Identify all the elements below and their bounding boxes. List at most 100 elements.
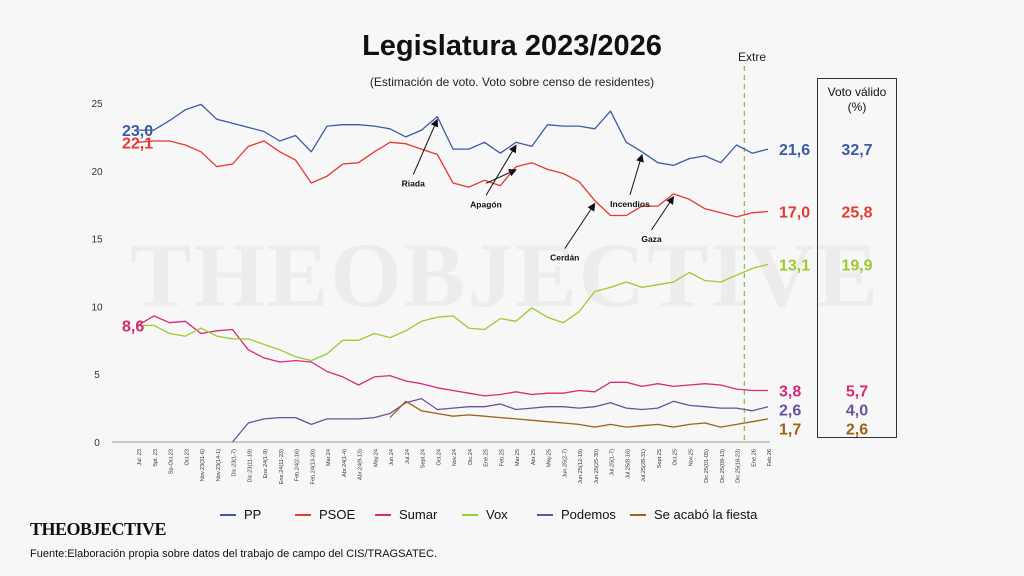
legend-item-psoe: PSOE bbox=[295, 507, 355, 522]
y-tick-label: 0 bbox=[94, 438, 100, 449]
series-line-psoe bbox=[137, 140, 769, 218]
legend-swatch bbox=[537, 513, 553, 516]
start-label-vox: 8,6 bbox=[122, 318, 144, 335]
end-label-podemos: 2,6 bbox=[779, 402, 801, 419]
valid-vote-value-vox: 19,9 bbox=[841, 257, 872, 274]
legend-label: PSOE bbox=[319, 507, 356, 522]
x-tick-label: Feb.24(13-20) bbox=[310, 449, 316, 485]
y-tick-label: 25 bbox=[91, 99, 103, 110]
annotation-label-apagon: Apagón bbox=[470, 199, 502, 209]
end-label-pp: 21,6 bbox=[779, 142, 810, 159]
valid-vote-title-line2: (%) bbox=[847, 100, 867, 114]
annotation-label-riada: Riada bbox=[402, 179, 425, 189]
annotation-label-gaza: Gaza bbox=[641, 234, 662, 244]
x-tick-label: May.24 bbox=[373, 449, 379, 467]
logo: THEOBJECTIVE bbox=[30, 519, 167, 539]
series-line-podemos bbox=[232, 397, 769, 443]
x-tick-label: Ene.24(11-23) bbox=[279, 449, 285, 484]
valid-vote-value-podemos: 4,0 bbox=[846, 402, 868, 419]
series-line-se-acabo-la-fiesta bbox=[389, 400, 769, 428]
y-tick-label: 10 bbox=[91, 302, 103, 313]
end-label-se-acabo-la-fiesta: 1,7 bbox=[779, 421, 801, 438]
annotation-arrow-cerdan bbox=[564, 202, 596, 249]
annotation-label-cerdan: Cerdán bbox=[550, 253, 579, 263]
valid-vote-box: Voto válido (%) bbox=[817, 78, 897, 438]
annotation-label-incendios: Incendios bbox=[610, 199, 650, 209]
end-label-psoe: 17,0 bbox=[779, 204, 810, 221]
y-tick-label: 5 bbox=[94, 370, 100, 381]
legend-label: Podemos bbox=[561, 507, 616, 522]
source-note: Fuente:Elaboración propia sobre datos de… bbox=[30, 548, 438, 560]
marker-line-label: Extre bbox=[738, 50, 767, 64]
valid-vote-value-pp: 32,7 bbox=[841, 142, 872, 159]
y-tick-label: 15 bbox=[91, 235, 103, 246]
x-tick-label: Abr.24(1-4) bbox=[342, 449, 348, 477]
start-label-psoe: 22,1 bbox=[122, 135, 153, 152]
x-tick-label: Jul.25(28-31) bbox=[641, 449, 647, 482]
x-tick-label: Oct.24 bbox=[436, 449, 442, 465]
x-tick-label: Jun.25(2-7) bbox=[562, 449, 568, 478]
x-tick-label: Spt. 23 bbox=[153, 449, 159, 467]
x-tick-label: Jun.25(12-19) bbox=[578, 449, 584, 484]
x-tick-label: Feb.26 bbox=[767, 449, 773, 466]
legend-label: Vox bbox=[486, 507, 508, 522]
x-tick-label: May.25 bbox=[547, 449, 553, 467]
x-tick-label: Feb.24(2-16) bbox=[295, 449, 301, 481]
x-tick-label: Dic.23(1-7) bbox=[232, 449, 238, 477]
annotation-arrow-incendios bbox=[629, 153, 644, 195]
x-tick-label: Jun.25(25-30) bbox=[594, 449, 600, 484]
x-tick-label: Sp-Oct.23 bbox=[169, 449, 175, 474]
x-tick-label: Abr.24(9-13) bbox=[358, 449, 364, 480]
x-tick-label: Sept.24 bbox=[421, 449, 427, 468]
valid-vote-value-psoe: 25,8 bbox=[841, 204, 872, 221]
x-tick-label: Abr.25 bbox=[531, 449, 537, 465]
annotation-arrow-gaza bbox=[651, 196, 675, 231]
end-label-sumar: 3,8 bbox=[779, 383, 801, 400]
legend-swatch bbox=[462, 513, 478, 516]
x-tick-label: Oct.25 bbox=[673, 449, 679, 465]
legend-swatch bbox=[375, 513, 391, 516]
series-line-vox bbox=[138, 263, 769, 362]
valid-vote-value-se-acabo-la-fiesta: 2,6 bbox=[846, 421, 868, 438]
annotation-arrow-apagon bbox=[485, 144, 517, 196]
chart-subtitle: (Estimación de voto. Voto sobre censo de… bbox=[369, 75, 655, 89]
legend-swatch bbox=[295, 513, 311, 516]
annotation-arrow-riada bbox=[412, 118, 439, 175]
x-tick-label: Nov.24 bbox=[452, 449, 458, 466]
legend: PP PSOE Sumar Vox Podemos Se acabó la fiesta bbox=[220, 507, 780, 525]
legend-label: PP bbox=[244, 507, 262, 522]
x-tick-label: Ene.26 bbox=[751, 449, 757, 467]
x-tick-label: Jul.24 bbox=[405, 449, 411, 464]
valid-vote-title-line1: Voto válido bbox=[827, 85, 887, 99]
x-tick-label: Nov.23(14-1) bbox=[216, 449, 222, 481]
x-tick-label: Mar.25 bbox=[515, 449, 521, 466]
x-tick-label: Ene.24(1-9) bbox=[263, 449, 269, 479]
x-tick-label: Jun.24 bbox=[389, 449, 395, 466]
x-tick-label: Dic.23(11-19) bbox=[247, 449, 253, 483]
x-tick-label: Jul.25(8-16) bbox=[625, 449, 631, 479]
legend-item-pp: PP bbox=[220, 507, 261, 522]
legend-item-podemos: Podemos bbox=[537, 507, 616, 522]
legend-item-se-acabo-la-fiesta: Se acabó la fiesta bbox=[630, 507, 757, 522]
legend-item-sumar: Sumar bbox=[375, 507, 437, 522]
end-label-vox: 13,1 bbox=[779, 257, 810, 274]
x-tick-label: Feb.25 bbox=[499, 449, 505, 466]
legend-label: Se acabó la fiesta bbox=[654, 507, 758, 522]
annotation-arrow-apagon bbox=[485, 168, 517, 184]
x-tick-label: Mar.24 bbox=[326, 449, 332, 466]
watermark: THEOBJECTIVE bbox=[110, 222, 900, 328]
series-line-sumar bbox=[137, 315, 768, 397]
start-label-sumar: 8,6 bbox=[122, 318, 144, 335]
legend-item-vox: Vox bbox=[462, 507, 508, 522]
x-tick-label: Oct.23 bbox=[184, 449, 190, 465]
legend-swatch bbox=[630, 513, 646, 516]
x-tick-label: Dic.25(18-23) bbox=[736, 449, 742, 483]
x-tick-label: Dic.25(01-05) bbox=[704, 449, 710, 483]
x-tick-label: Dic.24 bbox=[468, 449, 474, 465]
x-tick-label: Ene.25 bbox=[484, 449, 490, 467]
x-tick-label: Nov.25 bbox=[688, 449, 694, 466]
series-line-pp bbox=[138, 103, 769, 167]
start-label-pp: 23,0 bbox=[122, 123, 153, 140]
x-tick-label: Nov.23(31-6) bbox=[200, 449, 206, 481]
